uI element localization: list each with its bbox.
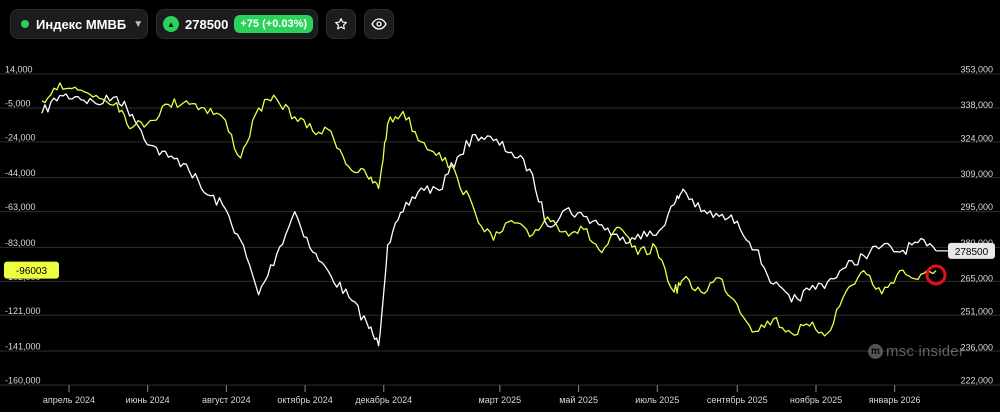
left-tick-label: -5,000 xyxy=(5,98,31,108)
current-price-tag xyxy=(948,242,995,259)
left-tick-label: -160,000 xyxy=(5,376,41,386)
x-tick-label: июнь 2024 xyxy=(126,395,170,405)
x-tick-label: апрель 2024 xyxy=(43,395,95,405)
instrument-selector[interactable]: Индекс ММВБ ▼ xyxy=(10,9,148,39)
right-tick-label: 338,000 xyxy=(960,100,993,110)
left-tick-label: -141,000 xyxy=(5,342,41,352)
x-tick-label: октябрь 2024 xyxy=(277,395,332,405)
visibility-button[interactable] xyxy=(364,9,394,39)
x-tick-label: июль 2025 xyxy=(635,395,679,405)
right-tick-label: 265,000 xyxy=(960,273,993,283)
x-tick-label: май 2025 xyxy=(559,395,598,405)
eye-icon xyxy=(371,18,387,30)
current-value-tag xyxy=(4,261,59,279)
favorite-button[interactable] xyxy=(326,9,356,39)
watermark: m msc insider xyxy=(868,343,964,360)
last-price: 278500 xyxy=(185,16,229,32)
right-axis: 353,000 338,000 324,000 309,000 295,000 280,0… xyxy=(960,65,993,386)
toolbar: Индекс ММВБ ▼ ▲ 278500 +75 (+0.03%) xyxy=(10,9,394,39)
triangle-up-icon: ▲ xyxy=(163,16,179,32)
left-axis: 14,000 -5,000 -24,000 -44,000 -63,000 -83,000… xyxy=(5,65,41,386)
series-lines xyxy=(41,82,937,347)
chevron-down-icon: ▼ xyxy=(133,18,144,30)
left-tick-label: -63,000 xyxy=(5,202,36,212)
right-tick-label: 236,000 xyxy=(960,342,993,352)
msc-logo-icon: m xyxy=(868,344,883,359)
grid-lines xyxy=(0,73,1000,386)
right-tick-label: 295,000 xyxy=(960,202,993,212)
right-tick-label: 222,000 xyxy=(960,376,993,386)
left-tick-label: -83,000 xyxy=(5,238,36,248)
status-dot xyxy=(21,20,29,28)
left-tick-label: -24,000 xyxy=(5,132,36,142)
right-tick-label: 324,000 xyxy=(960,133,993,143)
x-tick-label: март 2025 xyxy=(479,395,522,405)
right-tick-label: 309,000 xyxy=(960,169,993,179)
price-box: ▲ 278500 +75 (+0.03%) xyxy=(156,9,318,39)
series-line xyxy=(41,82,937,337)
left-tick-label: 14,000 xyxy=(5,65,33,75)
x-tick-label: сентябрь 2025 xyxy=(707,395,768,405)
left-tick-label: -121,000 xyxy=(5,306,41,316)
instrument-name: Индекс ММВБ xyxy=(36,16,127,32)
x-tick-label: август 2024 xyxy=(202,395,251,405)
current-value-label: -96003 xyxy=(16,266,48,277)
right-tick-label: 251,000 xyxy=(960,307,993,317)
price-change-badge: +75 (+0.03%) xyxy=(234,15,314,33)
series-line xyxy=(41,93,937,347)
x-axis: апрель 2024 июнь 2024 август 2024 октябрь 2… xyxy=(43,385,921,405)
right-tick-label: 280,000 xyxy=(960,238,993,248)
highlight-ring xyxy=(925,264,947,286)
current-price-label: 278500 xyxy=(955,247,989,258)
x-tick-label: декабрь 2024 xyxy=(355,395,412,405)
watermark-text: msc insider xyxy=(886,343,965,360)
star-icon xyxy=(335,18,347,30)
current-markers: 278500 -96003 xyxy=(4,242,995,286)
left-tick-label: -44,000 xyxy=(5,168,36,178)
right-tick-label: 353,000 xyxy=(960,65,993,75)
x-tick-label: январь 2026 xyxy=(869,395,921,405)
x-tick-label: ноябрь 2025 xyxy=(790,395,842,405)
